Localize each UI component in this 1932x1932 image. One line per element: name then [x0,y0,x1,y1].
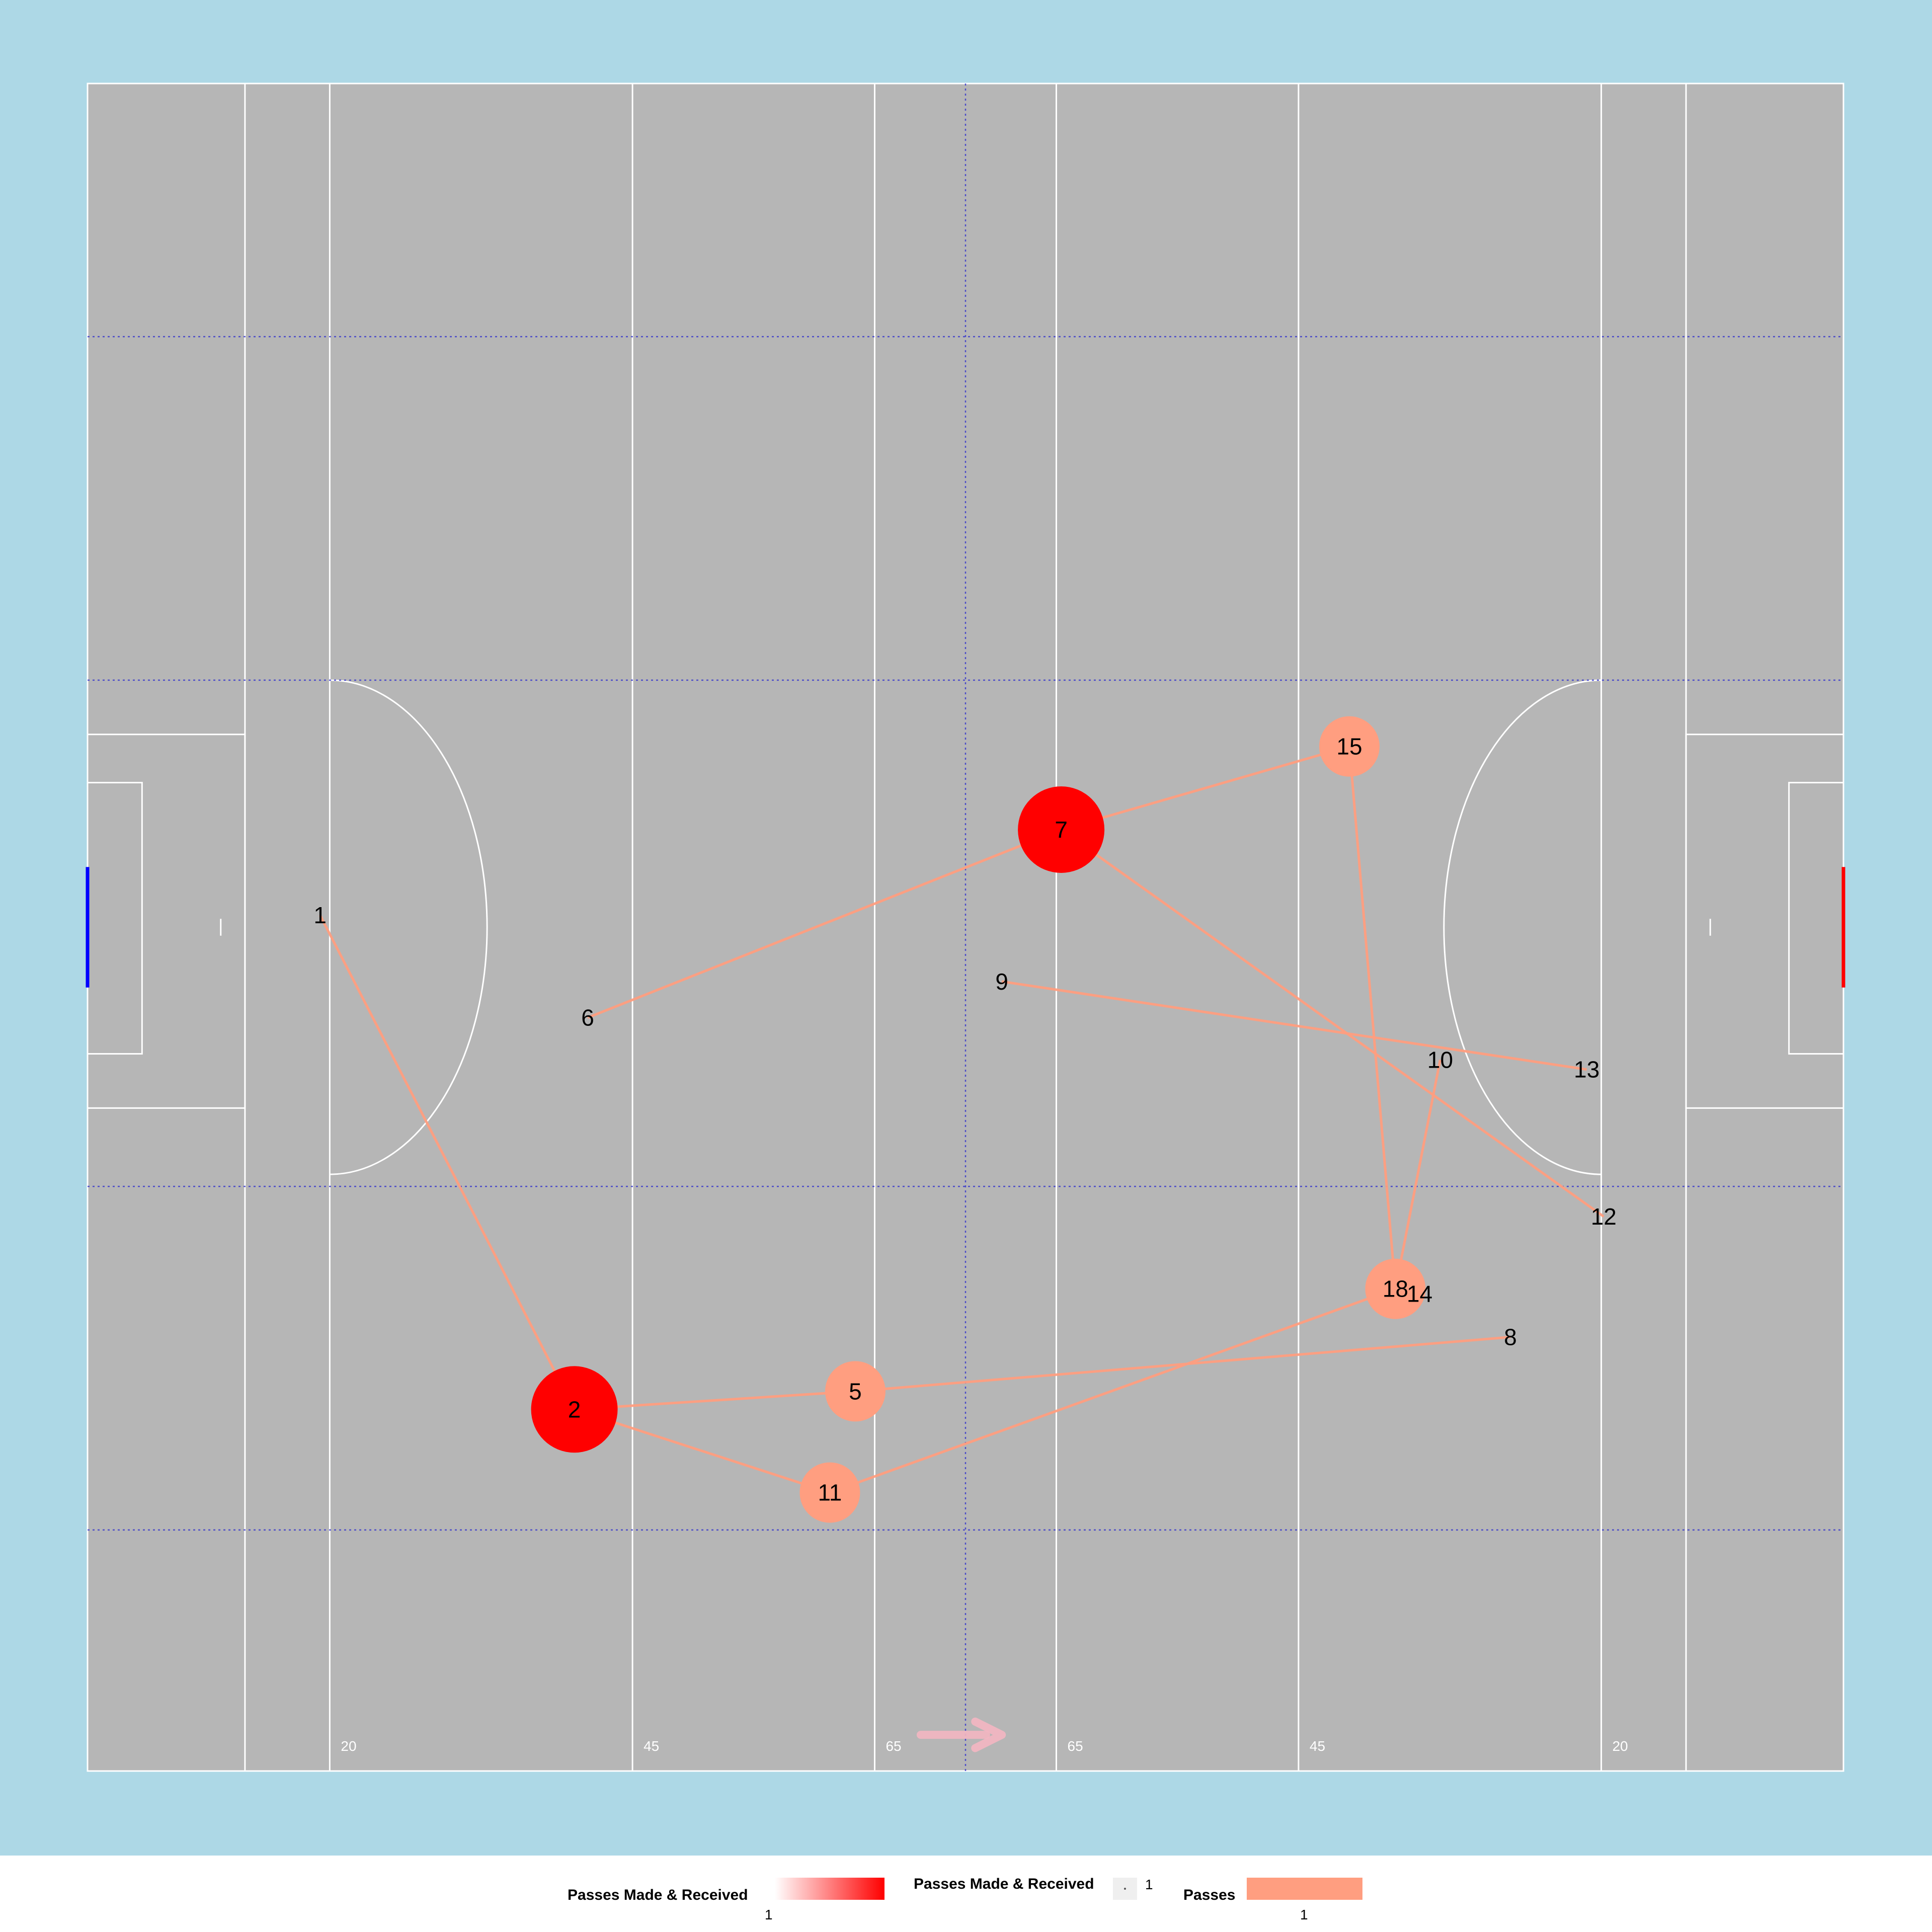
distance-label: 20 [1613,1738,1628,1754]
legend-passes-key [1247,1878,1362,1900]
legend-size-label: 1 [1145,1877,1153,1893]
player-label: 18 [1383,1276,1408,1302]
player-label: 14 [1407,1280,1432,1307]
legend-passes-title: Passes [1183,1887,1235,1904]
player-label: 1 [313,902,327,928]
legend-size-dot [1124,1888,1126,1890]
distance-label: 20 [341,1738,356,1754]
distance-label: 45 [1310,1738,1325,1754]
player-label: 13 [1574,1057,1599,1083]
legend-gradient-title: Passes Made & Received [568,1887,748,1904]
legend-gradient-label: 1 [765,1907,773,1923]
legend-passes-label: 1 [1300,1907,1308,1923]
distance-label: 65 [1068,1738,1083,1754]
player-label: 9 [995,969,1008,995]
player-label: 7 [1055,817,1068,843]
player-label: 6 [581,1005,594,1031]
player-label: 10 [1427,1047,1453,1073]
plot-area: 20 45 65 65 45 20 1 2 5 6 7 8 9 10 11 12 13 14 15 18 [0,0,1932,1856]
legend-size-title: Passes Made & Received [914,1876,1094,1893]
player-label: 2 [568,1396,581,1422]
player-label: 12 [1591,1203,1617,1230]
legend: Passes Made & Received 1 Passes Made & R… [0,1856,1932,1932]
player-label: 5 [849,1378,862,1404]
player-label: 8 [1504,1324,1517,1350]
distance-label: 65 [886,1738,901,1754]
player-label: 11 [818,1480,842,1506]
legend-size-key [1113,1878,1137,1900]
distance-label: 45 [643,1738,659,1754]
player-label: 15 [1336,734,1362,760]
legend-color-gradient [775,1878,884,1900]
